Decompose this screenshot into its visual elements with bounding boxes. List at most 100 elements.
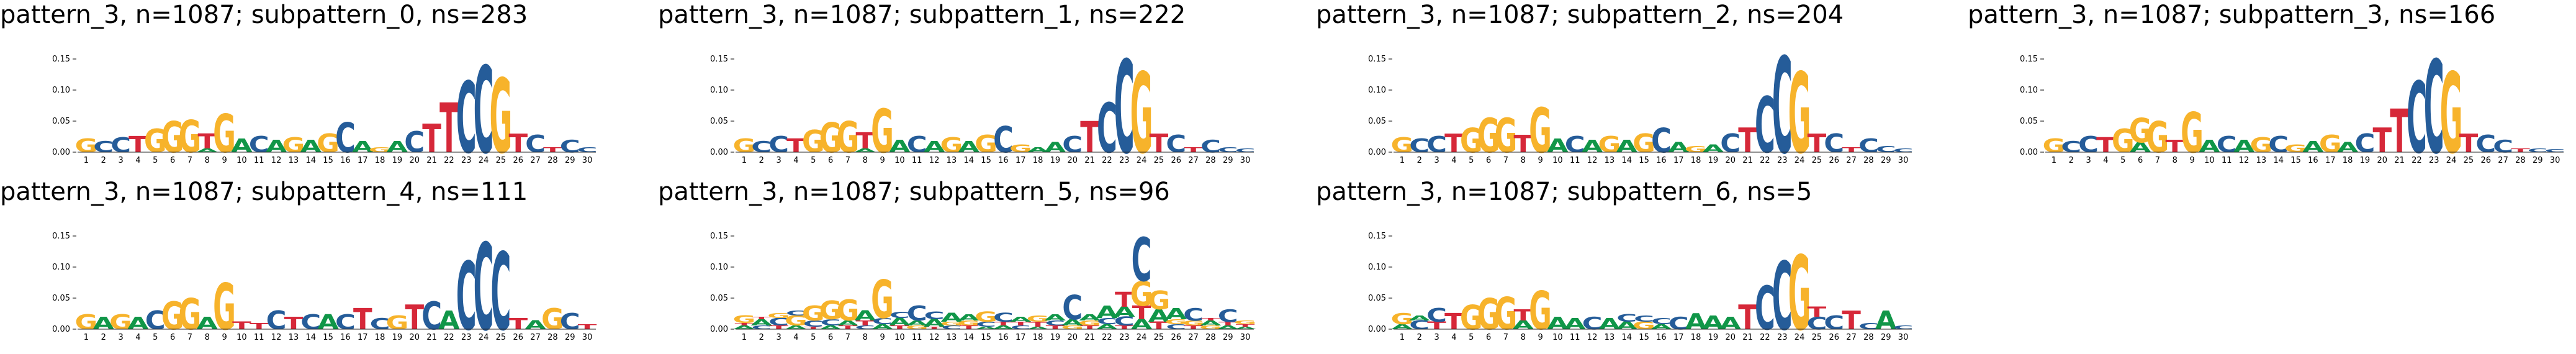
- logo-letter: G: [541, 302, 564, 336]
- logo-letter: C: [1218, 306, 1238, 325]
- logo-letter: T: [1080, 324, 1099, 330]
- x-tick-label: 26: [513, 333, 523, 342]
- logo-letter: A: [993, 324, 1014, 330]
- x-tick-label: 23: [1777, 333, 1788, 342]
- x-tick-label: 11: [1570, 156, 1580, 165]
- logo-letter: T: [1150, 320, 1169, 332]
- x-tick-label: 28: [547, 333, 558, 342]
- x-tick-label: 12: [929, 156, 940, 165]
- x-tick-label: 11: [254, 156, 264, 165]
- logo-letter: G: [906, 324, 929, 330]
- logo-letter: T: [752, 316, 771, 320]
- logo-letter: T: [543, 146, 563, 154]
- x-tick-label: 4: [1451, 156, 1456, 165]
- logo-letter: G: [178, 112, 201, 163]
- logo-letter: C: [577, 146, 598, 154]
- logo-letter: C: [1132, 226, 1152, 295]
- logo-letter: T: [422, 116, 441, 161]
- y-tick-label: 0.15: [52, 232, 70, 241]
- logo-letter: C: [1876, 144, 1896, 154]
- logo-letter: T: [128, 132, 148, 158]
- logo-letter: G: [369, 146, 392, 154]
- logo-letter: G: [1788, 49, 1811, 178]
- x-tick-label: 29: [1881, 333, 1891, 342]
- logo-letter: T: [1029, 320, 1048, 329]
- x-tick-label: 7: [1503, 333, 1508, 342]
- logo-letter: G: [213, 104, 236, 165]
- logo-letter: A: [127, 313, 149, 333]
- y-tick-label: 0.15: [2020, 55, 2038, 64]
- x-tick-label: 2: [1417, 156, 1422, 165]
- x-tick-label: 17: [1673, 156, 1684, 165]
- logo-letter: A: [958, 138, 980, 156]
- logo-letter: C: [941, 324, 961, 330]
- logo-letter: A: [196, 313, 218, 333]
- x-tick-label: 15: [323, 333, 333, 342]
- logo-letter: G: [1182, 319, 1205, 327]
- logo-letter: T: [232, 320, 251, 332]
- logo-letter: C: [768, 132, 789, 158]
- logo-letter: A: [1703, 143, 1724, 155]
- logo-letter: G: [1027, 314, 1050, 324]
- x-tick-label: 15: [323, 156, 333, 165]
- x-tick-label: 16: [998, 333, 1009, 342]
- y-tick-label: 0.00: [52, 325, 70, 334]
- logo-letter: T: [1808, 129, 1827, 159]
- logo-letter: A: [1616, 320, 1637, 332]
- x-tick-label: 10: [1552, 333, 1563, 342]
- logo-letter: A: [1651, 323, 1673, 331]
- logo-letter: G: [819, 296, 842, 326]
- x-tick-label: 28: [1863, 333, 1874, 342]
- logo-letter: C: [1772, 31, 1793, 184]
- logo-letter: C: [907, 302, 927, 325]
- logo-letter: C: [560, 309, 580, 335]
- x-tick-label: 8: [863, 333, 868, 342]
- logo-letter: T: [1444, 129, 1464, 159]
- x-tick-label: 30: [582, 333, 593, 342]
- x-tick-label: 20: [1725, 156, 1736, 165]
- logo-letter: T: [1513, 306, 1533, 324]
- logo-panel: pattern_3, n=1087; subpattern_2, ns=204 0…: [1316, 0, 1949, 184]
- logo-letter: G: [819, 115, 842, 162]
- x-tick-label: 30: [1240, 333, 1251, 342]
- logo-letter: A: [906, 319, 929, 327]
- x-tick-label: 26: [1829, 156, 1839, 165]
- x-tick-label: 6: [170, 156, 175, 165]
- logo-letter: G: [1685, 144, 1708, 154]
- x-tick-label: 3: [1434, 333, 1439, 342]
- logo-letter: A: [1079, 312, 1101, 322]
- logo-letter: G: [1147, 286, 1170, 316]
- logo-letter: C: [1011, 324, 1031, 330]
- logo-panel: pattern_3, n=1087; subpattern_4, ns=111 0…: [0, 177, 633, 354]
- x-tick-label: 28: [1205, 156, 1216, 165]
- logo-panel: pattern_3, n=1087; subpattern_6, ns=5 0.0…: [1316, 177, 1949, 354]
- x-tick-label: 17: [1673, 333, 1684, 342]
- x-tick-label: 8: [1521, 333, 1526, 342]
- x-tick-label: 16: [340, 156, 351, 165]
- x-tick-label: 12: [929, 333, 940, 342]
- x-tick-label: 7: [2155, 156, 2160, 165]
- x-tick-label: 13: [1605, 156, 1615, 165]
- logo-letter: A: [1547, 313, 1569, 333]
- logo-letter: G: [1477, 289, 1500, 339]
- x-tick-label: 7: [1503, 156, 1508, 165]
- logo-letter: G: [2112, 123, 2135, 160]
- logo-letter: G: [1529, 281, 1552, 342]
- logo-letter: T: [804, 326, 823, 330]
- y-tick-label: 0.05: [52, 117, 70, 126]
- x-tick-label: 16: [340, 333, 351, 342]
- logo-letter: T: [1132, 302, 1151, 324]
- logo-letter: C: [1651, 316, 1672, 326]
- logo-letter: A: [2199, 136, 2220, 156]
- x-tick-label: 1: [742, 333, 747, 342]
- x-tick-label: 2: [101, 156, 106, 165]
- logo-letter: C: [1565, 132, 1585, 158]
- x-tick-label: 20: [1067, 156, 1078, 165]
- x-tick-label: 1: [742, 156, 747, 165]
- x-tick-label: 5: [811, 333, 816, 342]
- logo-letter: A: [1010, 315, 1032, 324]
- logo-letter: A: [2233, 136, 2255, 156]
- logo-letter: A: [1685, 309, 1707, 335]
